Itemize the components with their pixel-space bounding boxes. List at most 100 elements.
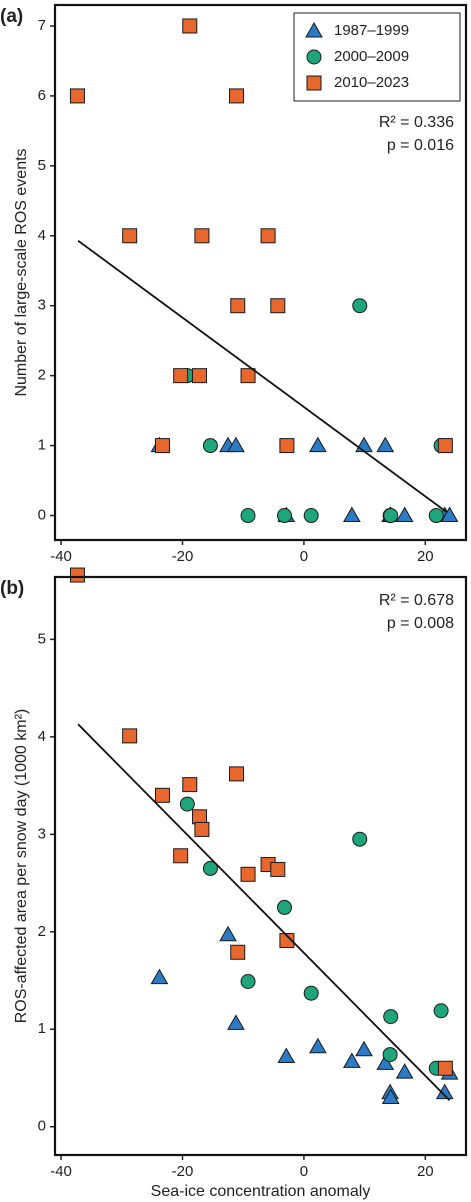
legend-label: 2010–2023: [334, 74, 409, 91]
point: [437, 1060, 453, 1076]
point: [376, 436, 395, 453]
plot-frame: [53, 3, 468, 542]
point: [279, 438, 295, 454]
y-tick-label: 1: [38, 437, 46, 454]
x-tick-label: -40: [50, 1163, 72, 1180]
point: [395, 506, 414, 523]
point: [277, 1047, 296, 1064]
point: [179, 796, 195, 812]
point: [352, 298, 368, 314]
point: [240, 866, 256, 882]
point: [279, 933, 295, 949]
point: [260, 228, 276, 244]
x-tick-label: 20: [417, 1163, 434, 1180]
point: [191, 368, 207, 384]
legend-box: [293, 12, 461, 102]
y-tick-label: 5: [38, 157, 46, 174]
y-tick-label: 2: [38, 923, 46, 940]
point: [173, 368, 189, 384]
trend-line: [77, 239, 448, 513]
point: [122, 228, 138, 244]
point: [194, 821, 210, 837]
point: [343, 506, 361, 523]
point: [383, 1009, 399, 1025]
y-tick-label: 1: [38, 1020, 46, 1037]
annotation: R² = 0.678: [379, 592, 454, 609]
point: [276, 508, 292, 524]
y-tick-label: 7: [38, 17, 46, 34]
point: [428, 508, 444, 524]
point: [202, 438, 218, 454]
y-tick-label: 4: [38, 227, 46, 244]
point: [122, 728, 138, 744]
point: [69, 88, 85, 104]
point: [240, 508, 256, 524]
point: [343, 1052, 361, 1068]
x-tick-label: 0: [300, 1163, 308, 1180]
annotation: p = 0.008: [387, 615, 454, 632]
x-tick-label: 0: [300, 548, 308, 565]
point: [227, 1014, 245, 1030]
point: [154, 787, 170, 803]
point: [219, 925, 237, 942]
point: [182, 18, 198, 34]
y-axis-label: ROS-affected area per snow day (1000 km²…: [13, 709, 30, 1024]
point: [240, 368, 256, 384]
y-axis-label: Number of large-scale ROS events: [13, 148, 30, 396]
y-tick-label: 0: [38, 506, 46, 523]
x-tick-label: -20: [172, 1163, 194, 1180]
point: [229, 88, 245, 104]
x-tick-label: -40: [50, 548, 72, 565]
legend-marker: [306, 75, 322, 91]
point: [69, 567, 85, 583]
trend-line: [77, 723, 451, 1102]
point: [194, 228, 210, 244]
annotation: p = 0.016: [387, 137, 454, 154]
point: [381, 1088, 400, 1104]
point: [191, 809, 207, 825]
annotation: R² = 0.336: [379, 114, 454, 131]
point: [309, 1037, 327, 1054]
point: [303, 508, 319, 524]
point: [395, 1063, 414, 1079]
point: [433, 1003, 449, 1019]
legend-marker: [305, 21, 323, 38]
point: [303, 985, 319, 1001]
point: [270, 861, 286, 877]
point: [229, 766, 245, 782]
x-tick-label: -20: [172, 548, 194, 565]
point: [355, 436, 373, 453]
legend-label: 2000–2009: [334, 48, 409, 65]
point: [240, 974, 256, 990]
x-tick-label: 20: [417, 548, 434, 565]
plot-frame: [53, 575, 468, 1157]
legend-label: 1987–1999: [334, 22, 409, 39]
point: [355, 1040, 373, 1057]
panel-label: (b): [0, 578, 24, 599]
y-tick-label: 0: [38, 1118, 46, 1135]
y-tick-label: 6: [38, 87, 46, 104]
y-tick-label: 5: [38, 630, 46, 647]
point: [230, 944, 246, 960]
y-tick-label: 4: [38, 728, 46, 745]
point: [154, 438, 170, 454]
point: [309, 436, 327, 453]
point: [173, 848, 189, 864]
point: [202, 860, 218, 876]
y-tick-label: 3: [38, 297, 46, 314]
point: [227, 436, 245, 453]
point: [440, 506, 459, 523]
point: [376, 1054, 395, 1070]
panel-label: (a): [0, 6, 23, 27]
point: [230, 298, 246, 314]
point: [150, 968, 169, 985]
point: [382, 1047, 398, 1063]
legend-marker: [306, 49, 322, 65]
y-tick-label: 2: [38, 367, 46, 384]
y-tick-label: 3: [38, 825, 46, 842]
point: [182, 777, 198, 793]
point: [270, 298, 286, 314]
point: [383, 508, 399, 524]
point: [276, 899, 292, 915]
